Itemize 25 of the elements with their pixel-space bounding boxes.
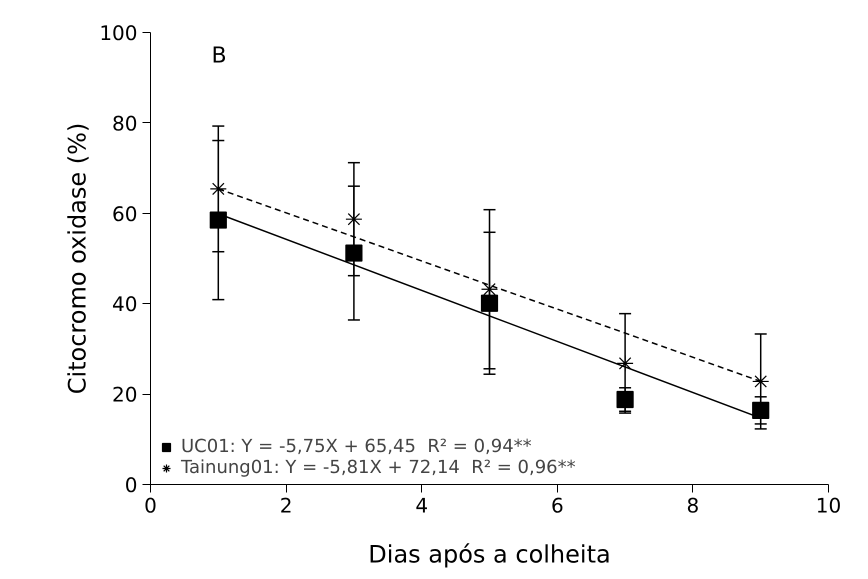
y-tick-label: 100 [99, 21, 138, 45]
point [480, 294, 498, 312]
x-tick-label: 8 [686, 494, 700, 518]
point [616, 354, 634, 372]
y-tick-label: 20 [112, 382, 138, 407]
x-axis-title: Dias após a colheita [368, 540, 611, 568]
point [752, 372, 770, 390]
point [345, 210, 362, 228]
y-tick-label: 80 [112, 111, 138, 136]
legend-label: Tainung01: Y = -5,81X + 72,14 R² = 0,96** [181, 457, 576, 478]
point [752, 402, 770, 419]
y-tick-label: 60 [112, 202, 138, 226]
point [616, 390, 634, 408]
point [345, 244, 362, 262]
legend-label: UC01: Y = -5,75X + 65,45 R² = 0,94** [181, 436, 532, 457]
y-tick-label: 40 [112, 292, 138, 316]
annotation: B [212, 44, 227, 69]
point [210, 211, 227, 229]
y-tick-label: 0 [124, 473, 138, 497]
y-axis-title: Citocromo oxidase (%) [63, 122, 92, 394]
x-tick-label: 6 [550, 494, 564, 518]
x-tick-label: 0 [144, 494, 157, 518]
x-tick-label: 2 [280, 494, 292, 518]
x-tick-label: 4 [415, 494, 428, 518]
x-tick-label: 10 [816, 494, 842, 518]
